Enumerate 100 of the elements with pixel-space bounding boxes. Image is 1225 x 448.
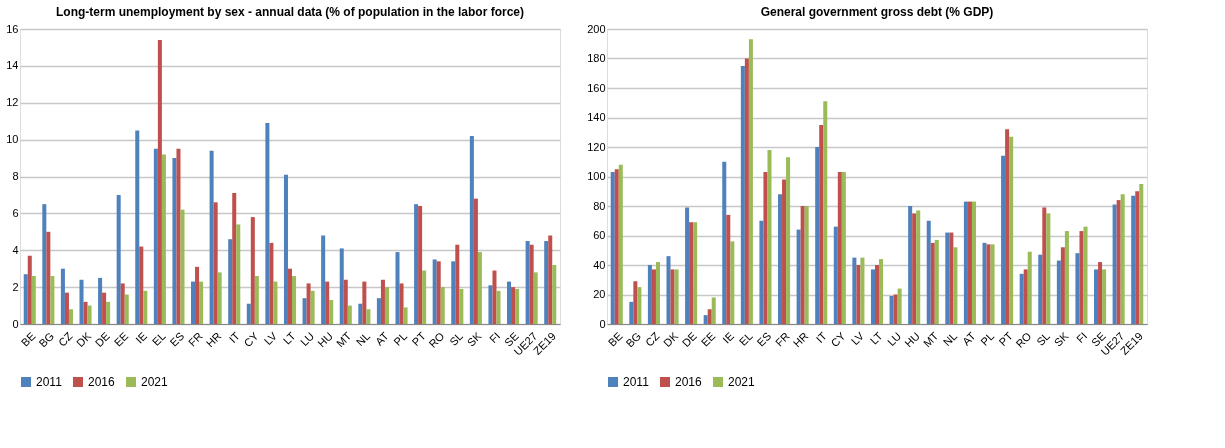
bar (451, 261, 456, 324)
bar (422, 270, 427, 324)
bar (1009, 136, 1014, 324)
bar (42, 204, 47, 324)
bar (488, 285, 493, 324)
y-tick-label: 4 (12, 243, 19, 256)
bar (432, 259, 437, 324)
x-tick-label: ES (754, 329, 774, 349)
bar (116, 194, 121, 324)
x-tick-label: NL (940, 329, 960, 349)
bar (440, 287, 445, 324)
bar (823, 101, 828, 324)
bar (1083, 226, 1088, 324)
x-tick-label: DK (74, 329, 94, 350)
bar (908, 206, 913, 324)
bar (473, 198, 478, 324)
bar (254, 276, 259, 324)
bar (841, 172, 846, 324)
bar (250, 217, 255, 324)
x-tick-label: HR (203, 329, 224, 350)
bar (748, 39, 753, 324)
x-tick-label: LV (848, 329, 867, 348)
bar (666, 256, 671, 324)
bar (1038, 254, 1043, 324)
x-tick-label: RO (426, 329, 447, 350)
bar (726, 214, 731, 324)
bar (897, 288, 902, 324)
bar (124, 294, 129, 324)
bar (199, 281, 204, 324)
bar (366, 309, 371, 324)
bar (763, 172, 768, 324)
x-tick-label: RO (1013, 329, 1034, 350)
bar (685, 207, 690, 324)
bar (403, 307, 408, 324)
bar (1139, 183, 1144, 324)
legend-label: 2016 (88, 375, 116, 389)
bar (273, 281, 278, 324)
bar (986, 244, 991, 324)
bar (912, 213, 917, 324)
bar (674, 269, 679, 324)
bar (436, 261, 441, 324)
x-tick-label: AT (372, 329, 391, 348)
bar (990, 244, 995, 324)
x-tick-label: HU (315, 329, 335, 350)
bar (707, 309, 712, 324)
bar (143, 290, 148, 324)
x-tick-label: DE (679, 329, 699, 350)
bar (321, 235, 326, 324)
legend-label: 2011 (623, 375, 650, 389)
bar (139, 246, 144, 324)
y-tick-label: 14 (6, 59, 19, 72)
x-tick-label: NL (353, 329, 373, 349)
bar (860, 257, 865, 324)
x-tick-label: FI (1073, 329, 1090, 346)
bar (217, 272, 222, 324)
bar (287, 268, 293, 324)
legend-label: 2011 (36, 375, 63, 389)
bar (879, 259, 884, 324)
bar (1046, 213, 1051, 324)
x-tick-label: IE (133, 329, 150, 346)
bar (945, 232, 950, 324)
bar (79, 279, 84, 324)
bar (1120, 194, 1125, 324)
bar (759, 220, 764, 324)
y-tick-label: 40 (593, 258, 606, 271)
x-tick-label: LV (261, 329, 280, 348)
bar (347, 305, 352, 324)
x-tick-label: PL (391, 329, 410, 348)
x-tick-label: FR (772, 329, 792, 349)
bar (302, 298, 307, 324)
bar (693, 222, 698, 324)
bar (511, 287, 516, 324)
x-tick-label: CZ (642, 329, 662, 349)
bar (292, 276, 297, 324)
x-tick-label: SK (1051, 329, 1072, 349)
bar (647, 265, 652, 324)
x-tick-label: DK (661, 329, 681, 350)
bar (64, 292, 69, 324)
bar (50, 276, 55, 324)
bar (358, 303, 363, 324)
y-tick-label: 20 (593, 288, 606, 300)
bar (23, 274, 28, 324)
bar (874, 265, 880, 324)
legend-label: 2021 (141, 375, 169, 389)
y-tick-label: 180 (587, 52, 606, 64)
bar (1060, 247, 1065, 324)
bar (889, 295, 894, 324)
x-tick-label: IT (226, 329, 243, 346)
bar (172, 158, 177, 324)
x-tick-label: IE (720, 329, 737, 346)
bar (228, 239, 233, 324)
bar (343, 279, 348, 324)
x-tick-label: FR (185, 329, 205, 349)
x-tick-label: EE (698, 329, 718, 349)
x-tick-label: SK (464, 329, 485, 349)
y-tick-label: 60 (593, 229, 606, 241)
bar (703, 315, 708, 324)
bar (362, 281, 367, 324)
y-tick-label: 0 (599, 317, 606, 330)
bar (1112, 204, 1117, 324)
